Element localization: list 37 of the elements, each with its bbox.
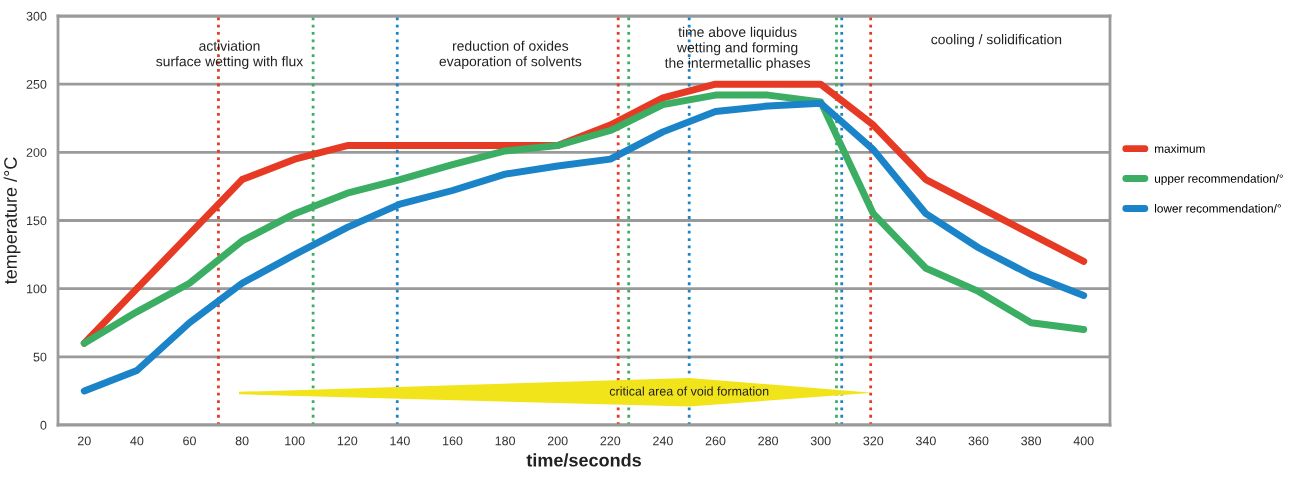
y-axis-title: temperature /°C — [3, 157, 21, 285]
y-tick-label: 50 — [33, 352, 47, 362]
annotation: cooling / solidification — [931, 34, 1062, 48]
x-tick-label: 260 — [705, 436, 726, 446]
x-tick-label: 100 — [285, 436, 305, 446]
annotation: time above liquidus wetting and forming the intermetallic phases — [664, 26, 811, 71]
x-tick-label: 400 — [1073, 436, 1094, 446]
x-tick-label: 200 — [547, 436, 568, 446]
x-tick-label: 80 — [235, 436, 249, 446]
y-tick-label: 200 — [26, 148, 47, 157]
x-tick-label: 300 — [810, 436, 831, 446]
y-tick-label: 300 — [26, 11, 47, 21]
x-tick-label: 220 — [600, 436, 621, 446]
x-tick-label: 280 — [758, 436, 779, 446]
x-tick-label: 160 — [443, 436, 463, 446]
y-tick-label: 0 — [40, 420, 47, 430]
x-tick-label: 360 — [968, 436, 989, 446]
x-tick-label: 340 — [915, 436, 936, 446]
x-tick-label: 20 — [77, 436, 91, 446]
x-tick-label: 240 — [653, 436, 673, 446]
x-tick-label: 40 — [130, 436, 144, 446]
x-axis-title: time/seconds — [526, 453, 641, 467]
x-tick-label: 320 — [863, 436, 884, 446]
legend-label: lower recommendation/° — [1155, 203, 1281, 213]
x-tick-label: 180 — [495, 436, 516, 446]
y-tick-label: 100 — [26, 284, 47, 294]
annotation: activiation surface wetting with flux — [156, 40, 304, 70]
legend-label: maximum — [1155, 144, 1205, 153]
y-tick-label: 250 — [26, 79, 47, 89]
annotation: critical area of void formation — [609, 386, 769, 396]
y-tick-label: 150 — [26, 216, 47, 226]
legend-label: upper recommendation/° — [1154, 174, 1283, 186]
x-tick-label: 140 — [390, 436, 410, 446]
x-tick-label: 380 — [1021, 436, 1042, 446]
x-tick-label: 120 — [337, 436, 358, 446]
x-tick-label: 60 — [183, 436, 196, 446]
annotation: reduction of oxides evaporation of solvents — [439, 40, 582, 70]
